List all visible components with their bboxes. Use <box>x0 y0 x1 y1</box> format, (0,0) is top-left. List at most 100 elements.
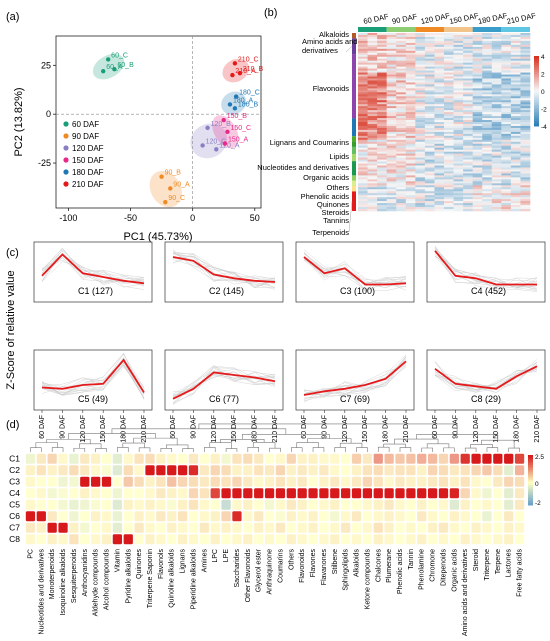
heatmap-cell <box>424 36 435 40</box>
heatmap-cell <box>463 189 473 192</box>
class-heatmap-cell <box>504 499 514 510</box>
class-heatmap-cell <box>101 499 112 510</box>
heatmap-cell <box>424 171 435 174</box>
heatmap-cell <box>482 169 493 172</box>
heatmap-cell <box>453 72 464 75</box>
heatmap-cell <box>453 187 464 190</box>
heatmap-cell <box>501 94 512 97</box>
heatmap-cell <box>472 98 483 101</box>
class-colorbar-segment <box>528 490 533 493</box>
heatmap-cell <box>472 155 483 158</box>
heatmap-cell <box>444 143 454 147</box>
cluster-x-tick-label: 120 DAF <box>80 415 87 443</box>
heatmap-cell <box>472 50 483 54</box>
heatmap-cell <box>405 58 416 61</box>
heatmap-cell <box>453 38 464 42</box>
heatmap-cell <box>520 195 531 198</box>
heatmap-cell <box>444 104 454 107</box>
class-colorbar-segment <box>528 480 533 483</box>
heatmap-cell <box>444 114 454 117</box>
heatmap-cell <box>424 120 435 123</box>
heatmap-cell <box>472 151 483 154</box>
heatmap-cell <box>472 33 483 36</box>
class-heatmap-cells <box>25 453 525 545</box>
class-heatmap-column-label: Sesquiterpenoids <box>71 549 78 604</box>
class-heatmap-cell <box>25 522 36 533</box>
heatmap-cell <box>386 155 397 158</box>
heatmap-cell <box>482 86 493 89</box>
class-heatmap-cell <box>330 453 340 464</box>
heatmap-cell <box>386 64 397 67</box>
heatmap-cell <box>396 86 407 89</box>
heatmap-cell <box>386 189 397 192</box>
heatmap-cell <box>444 207 454 210</box>
class-heatmap-cell <box>134 465 144 476</box>
heatmap-cell <box>463 167 473 170</box>
heatmap-cell <box>367 52 378 56</box>
heatmap-cell <box>377 40 387 44</box>
heatmap-cell <box>520 62 531 65</box>
heatmap-cell <box>377 76 387 79</box>
heatmap-cell <box>491 197 502 200</box>
heatmap-group-bar <box>352 154 356 162</box>
heatmap-cell <box>501 96 512 99</box>
class-heatmap-cell <box>319 522 329 533</box>
heatmap-cell <box>510 88 521 91</box>
class-heatmap-cell <box>395 522 405 533</box>
heatmap-cell <box>434 104 445 107</box>
heatmap-cell <box>386 38 397 42</box>
heatmap-cell <box>491 122 502 125</box>
heatmap-cell <box>424 137 435 141</box>
class-heatmap-cell <box>221 522 231 533</box>
heatmap-cell <box>520 143 531 147</box>
heatmap-cell <box>405 64 416 67</box>
heatmap-cell <box>472 76 483 79</box>
heatmap-cell <box>358 58 368 61</box>
heatmap-cell <box>482 155 493 158</box>
heatmap-cell <box>520 108 531 111</box>
class-heatmap-cell <box>134 511 144 522</box>
class-heatmap-cell <box>449 476 459 487</box>
heatmap-cell <box>358 171 368 174</box>
heatmap-cell <box>482 201 493 204</box>
heatmap-cell <box>444 165 454 168</box>
heatmap-cell <box>358 110 368 113</box>
heatmap-cell <box>520 106 531 109</box>
heatmap-cell <box>377 106 387 109</box>
pca-ellipse-180-daf <box>221 91 247 115</box>
heatmap-cell <box>415 209 426 212</box>
heatmap-cell <box>386 94 397 97</box>
heatmap-cell <box>501 137 512 141</box>
heatmap-cell <box>434 88 445 91</box>
heatmap-cell <box>377 64 387 67</box>
heatmap-cell <box>520 74 531 77</box>
heatmap-cell <box>396 169 407 172</box>
heatmap-cell <box>482 82 493 85</box>
heatmap-cell <box>482 173 493 176</box>
heatmap-cell <box>367 133 378 137</box>
heatmap-cell <box>444 96 454 99</box>
colorbar-tick-label: 2 <box>541 72 545 79</box>
heatmap-cell <box>482 157 493 160</box>
heatmap-cell <box>491 78 502 81</box>
heatmap-cell <box>463 56 473 60</box>
heatmap-cell <box>396 116 407 119</box>
heatmap-cell <box>482 139 493 143</box>
heatmap-cell <box>386 181 397 184</box>
class-heatmap-cell <box>47 476 57 487</box>
heatmap-cell <box>444 177 454 180</box>
heatmap-cell <box>424 62 435 65</box>
heatmap-cell <box>444 205 454 208</box>
heatmap-cell <box>520 112 531 115</box>
heatmap-cell <box>377 127 387 131</box>
class-heatmap-column-label: Saccharides <box>234 549 241 588</box>
heatmap-cell <box>463 205 473 208</box>
heatmap-cell <box>520 100 531 103</box>
class-heatmap-cell <box>514 522 525 533</box>
heatmap-cell <box>386 143 397 147</box>
legend-label: 180 DAF <box>72 168 104 177</box>
heatmap-cell <box>424 147 435 150</box>
heatmap-cell <box>444 108 454 111</box>
heatmap-cell <box>482 100 493 103</box>
class-colorbar-segment <box>528 455 533 458</box>
